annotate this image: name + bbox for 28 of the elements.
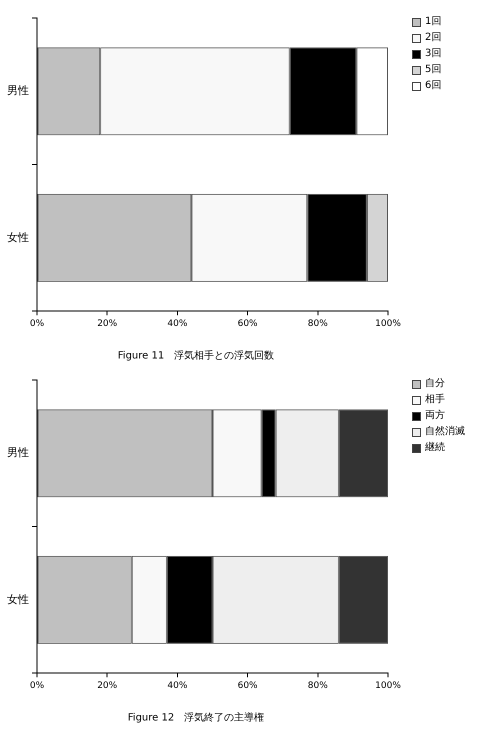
legend-label: 1回 (425, 15, 442, 29)
x-tick-label: 0% (30, 680, 45, 691)
x-tick-label: 60% (238, 318, 258, 329)
legend-label: 5回 (425, 63, 442, 77)
y-tick-label: 女性 (7, 230, 29, 244)
text: Figure 11 浮気相手との浮気回数 (118, 350, 274, 362)
legend-label: 自分 (425, 377, 445, 391)
x-tick-label: 100% (375, 318, 402, 329)
x-tick-label: 100% (375, 680, 402, 691)
text: 2回 (425, 31, 442, 45)
x-tick-label: 0% (30, 318, 45, 329)
x-tick-label: 60% (238, 680, 258, 691)
legend-label: 継続 (425, 440, 445, 455)
y-tick-label: 男性 (7, 446, 29, 460)
x-tick-label: 40% (167, 680, 188, 691)
x-tick-label: 80% (308, 318, 328, 329)
legend-label: 両方 (425, 408, 445, 423)
text: Figure 12 浮気終了の主導権 (128, 712, 264, 724)
legend-label: 自然消滅 (425, 424, 465, 439)
x-tick-label: 20% (97, 318, 118, 329)
x-tick-label: 40% (167, 318, 188, 329)
y-tick-label: 男性 (7, 84, 29, 98)
y-tick-label: 女性 (7, 592, 29, 606)
text: 相手 (425, 392, 445, 407)
x-tick-label: 20% (97, 680, 118, 691)
x-tick-label: 80% (308, 680, 328, 691)
legend-label: 3回 (425, 47, 442, 61)
text: 6回 (425, 79, 442, 93)
